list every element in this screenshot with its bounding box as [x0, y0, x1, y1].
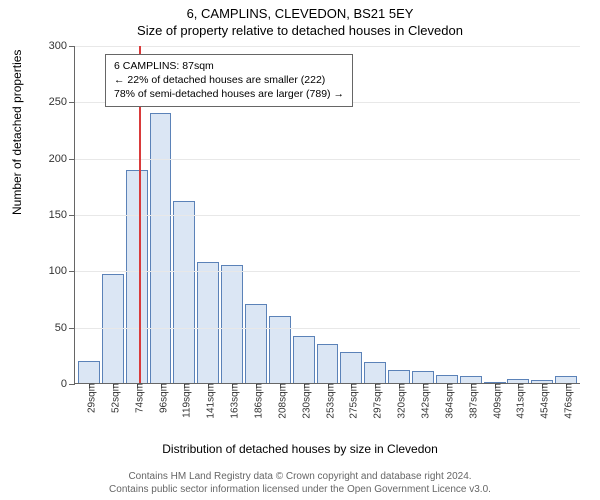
x-tick-label: 476sqm [558, 383, 575, 419]
x-tick-label: 52sqm [104, 383, 121, 413]
x-axis-title: Distribution of detached houses by size … [0, 442, 600, 456]
x-tick-label: 74sqm [128, 383, 145, 413]
histogram-bar [388, 370, 410, 383]
histogram-bar [317, 344, 339, 383]
y-tick-label: 300 [49, 40, 75, 52]
y-tick-label: 250 [49, 96, 75, 108]
grid-line [75, 328, 580, 329]
x-tick-label: 96sqm [152, 383, 169, 413]
histogram-bar [173, 201, 195, 383]
annotation-line: 6 CAMPLINS: 87sqm [114, 59, 344, 73]
histogram-bar [78, 361, 100, 383]
x-tick-label: 320sqm [391, 383, 408, 419]
annotation-line: 78% of semi-detached houses are larger (… [114, 87, 344, 101]
x-tick-label: 141sqm [200, 383, 217, 419]
attribution-footer: Contains HM Land Registry data © Crown c… [0, 470, 600, 496]
annotation-line: ← 22% of detached houses are smaller (22… [114, 73, 344, 87]
y-tick-label: 100 [49, 265, 75, 277]
histogram-bar [269, 316, 291, 383]
histogram-bar [221, 265, 243, 383]
y-tick-label: 50 [55, 322, 75, 334]
x-tick-label: 431sqm [510, 383, 527, 419]
grid-line [75, 215, 580, 216]
grid-line [75, 271, 580, 272]
footer-line-1: Contains HM Land Registry data © Crown c… [0, 470, 600, 483]
plot-area: 29sqm52sqm74sqm96sqm119sqm141sqm163sqm18… [74, 46, 580, 384]
x-tick-label: 163sqm [224, 383, 241, 419]
histogram-bar [340, 352, 362, 383]
histogram-bar [412, 371, 434, 383]
grid-line [75, 159, 580, 160]
histogram-bar [364, 362, 386, 383]
grid-line [75, 46, 580, 47]
y-tick-label: 0 [61, 378, 75, 390]
chart-subtitle: Size of property relative to detached ho… [0, 23, 600, 38]
y-tick-label: 150 [49, 209, 75, 221]
chart-container: 29sqm 52sqm 74sqm 96sqm 119sqm 141sqm 163sqm 18… [48, 46, 580, 416]
histogram-bar [293, 336, 315, 383]
histogram-bar [460, 376, 482, 383]
histogram-bar [245, 304, 267, 383]
histogram-bar [150, 113, 172, 383]
x-tick-label: 342sqm [414, 383, 431, 419]
histogram-bar [555, 376, 577, 383]
x-tick-label: 230sqm [295, 383, 312, 419]
x-tick-label: 409sqm [486, 383, 503, 419]
x-tick-label: 186sqm [247, 383, 264, 419]
x-tick-label: 253sqm [319, 383, 336, 419]
y-tick-label: 200 [49, 153, 75, 165]
x-tick-label: 119sqm [176, 383, 193, 418]
histogram-bar [126, 170, 148, 383]
histogram-bar [436, 375, 458, 383]
x-tick-label: 387sqm [462, 383, 479, 419]
footer-line-2: Contains public sector information licen… [0, 483, 600, 496]
x-tick-label: 364sqm [438, 383, 455, 419]
x-tick-label: 208sqm [271, 383, 288, 419]
x-tick-label: 454sqm [534, 383, 551, 419]
histogram-bar [197, 262, 219, 383]
y-axis-title: Number of detached properties [10, 50, 24, 215]
annotation-box: 6 CAMPLINS: 87sqm← 22% of detached house… [105, 54, 353, 107]
x-tick-label: 29sqm [80, 383, 97, 413]
x-tick-label: 275sqm [343, 383, 360, 419]
title-block: 6, CAMPLINS, CLEVEDON, BS21 5EY Size of … [0, 0, 600, 38]
x-tick-label: 297sqm [367, 383, 384, 419]
address-line: 6, CAMPLINS, CLEVEDON, BS21 5EY [0, 6, 600, 21]
